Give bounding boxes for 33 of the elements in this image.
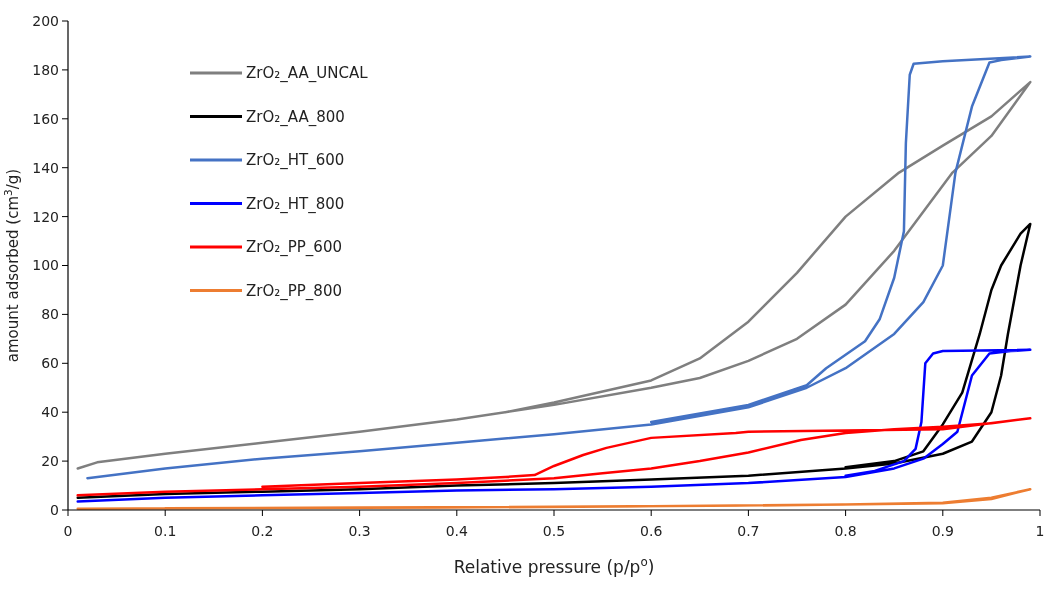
y-tick-label: 60 xyxy=(41,355,59,372)
line-series xyxy=(76,417,1032,497)
y-tick-label: 140 xyxy=(32,159,59,176)
y-tick-label: 20 xyxy=(41,453,59,469)
legend-label: ZrO₂_PP_600 xyxy=(246,238,342,258)
y-tick-label: 100 xyxy=(32,257,59,274)
y-tick-label: 200 xyxy=(32,12,59,29)
line-series xyxy=(76,222,1032,500)
x-tick-label: 0.1 xyxy=(154,523,177,539)
x-tick-label: 0.5 xyxy=(542,523,566,539)
legend-label: ZrO₂_HT_800 xyxy=(246,194,345,214)
x-tick-label: 0.3 xyxy=(348,523,371,539)
x-axis-title: Relative pressure (p/p$^{o}$) xyxy=(453,555,655,577)
y-tick-label: 160 xyxy=(32,110,59,127)
x-tick-label: 1 xyxy=(1035,523,1045,539)
x-tick-label: 0.4 xyxy=(445,523,469,539)
legend-label: ZrO₂_HT_600 xyxy=(246,151,345,171)
legend-label: ZrO₂_PP_800 xyxy=(246,281,342,301)
y-tick-label: 0 xyxy=(50,501,59,518)
y-tick-label: 40 xyxy=(41,404,59,421)
x-tick-label: 0.6 xyxy=(640,523,663,539)
x-tick-label: 0 xyxy=(63,523,73,539)
y-tick-label: 180 xyxy=(32,61,59,78)
x-tick-label: 0.9 xyxy=(931,523,954,539)
line-series xyxy=(76,487,1032,511)
y-tick-label: 80 xyxy=(41,306,59,323)
x-tick-label: 0.7 xyxy=(737,523,760,539)
legend-label: ZrO₂_AA_UNCAL xyxy=(246,64,369,84)
legend-label: ZrO₂_AA_800 xyxy=(246,107,345,127)
x-tick-label: 0.2 xyxy=(251,523,274,539)
y-tick-label: 120 xyxy=(32,208,59,225)
x-tick-label: 0.8 xyxy=(834,523,857,539)
line-series xyxy=(76,348,1032,503)
